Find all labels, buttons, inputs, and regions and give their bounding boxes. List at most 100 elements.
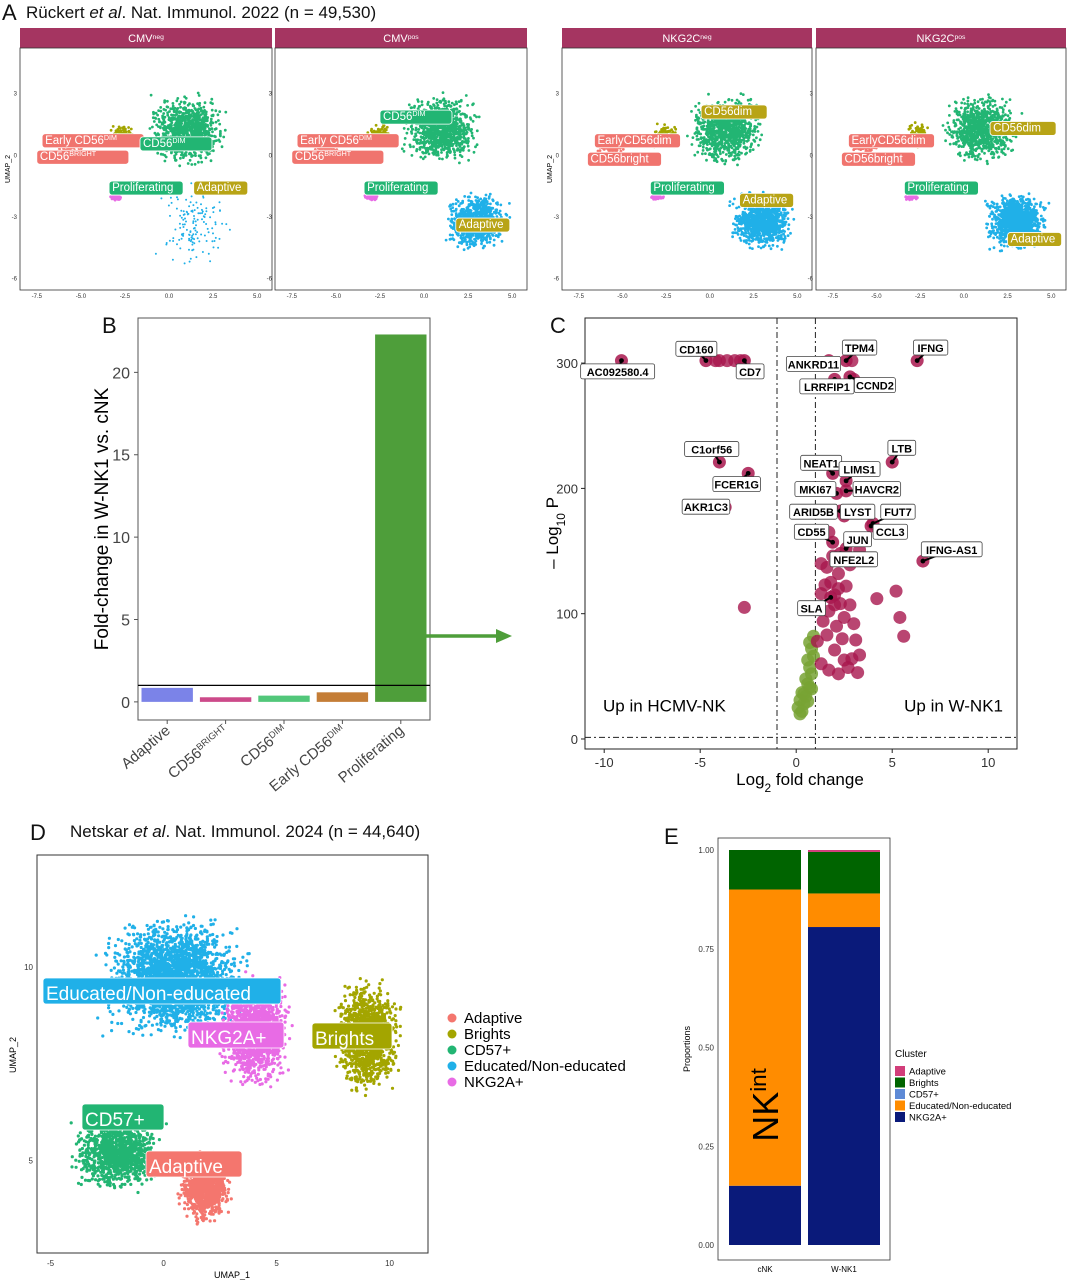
x-tick-label-0: Adaptive (118, 722, 174, 773)
sig-gene-point (845, 652, 859, 666)
panel-d-author: Netskar (70, 822, 129, 841)
label-early-cd56dim-box (594, 133, 681, 149)
gene-label-box (852, 481, 902, 498)
label-cd56bright: CD56BRIGHT (40, 150, 97, 163)
label-brights-box (311, 1022, 393, 1050)
sig-gene-point (828, 643, 842, 657)
sig-gene-point (843, 598, 857, 612)
gene-label: CCL3 (876, 527, 905, 539)
y-tick-label: -3 (12, 215, 18, 221)
x-tick-label: 2.5 (1003, 294, 1012, 299)
sig-gene-point (810, 634, 824, 648)
label-proliferating-box (363, 180, 439, 196)
y-axis-label: – Log10 P (543, 497, 568, 569)
panel-d-reference: Netskar et al. Nat. Immunol. 2024 (n = 4… (70, 822, 420, 842)
dim-cluster-points (941, 93, 1024, 166)
panel-c-letter: C (550, 313, 566, 338)
sig-gene-point (820, 628, 834, 642)
y-tick-label: 1.00 (698, 846, 714, 855)
gene-label: HAVCR2 (855, 485, 899, 497)
gene-label: IFNG-AS1 (926, 545, 977, 557)
legend-swatch (895, 1089, 905, 1099)
panel-a-author: Rückert (26, 3, 85, 22)
y-tick-label: -6 (554, 277, 560, 283)
y-tick-label: 5 (29, 1156, 34, 1165)
label-cd57-box (81, 1103, 165, 1131)
label-proliferating-box (650, 180, 725, 196)
label-adaptive: Adaptive (459, 219, 504, 231)
bar-2 (258, 695, 310, 702)
sig-gene-point (893, 610, 907, 624)
label-adaptive: Adaptive (743, 194, 788, 206)
ns-gene-point (793, 707, 807, 721)
gene-label-box (675, 340, 718, 357)
label-educated: Educated/Non-educated (46, 984, 251, 1005)
gene-label-anchor (843, 358, 849, 363)
bar-0 (141, 687, 193, 702)
legend-swatch (447, 1077, 457, 1087)
label-adaptive-box (739, 192, 794, 208)
umap-facet-1: CMVpos 3 0 -3 -6 -7.5 -5.0 -2.5 0.0 2.5 5.0 Early C… (267, 28, 528, 299)
gene-label-box (887, 439, 917, 456)
gene-label: LIMS1 (843, 465, 875, 477)
y-tick-label: 10 (24, 963, 33, 972)
x-tick-label: -10 (595, 755, 614, 770)
sig-gene-point (830, 619, 844, 633)
prolif-cluster-points (904, 194, 919, 202)
gene-label: CD160 (679, 344, 713, 356)
y-tick-label: -6 (267, 277, 273, 283)
y-tick-label: 0 (810, 153, 814, 159)
left-annotation: Up in HCMV-NK (603, 696, 726, 715)
umap-facet-0: CMVneg30-3-6-7.5-5.0-2.50.02.55.0UMAP_2U… (5, 28, 273, 299)
panel-a-letter: A (2, 0, 17, 25)
legend-label: NKG2A+ (909, 1113, 947, 1124)
label-cd56dim: CD56DIM (143, 137, 186, 150)
x-tick-label: -5.0 (331, 294, 342, 299)
y-tick-label: 0.75 (698, 945, 714, 954)
y-tick-label: 300 (556, 356, 578, 371)
gene-label: LTB (892, 443, 913, 455)
gene-label: MKI67 (799, 485, 831, 497)
y-tick-label: 0 (269, 153, 273, 159)
label-early-cd56dim-box (296, 133, 400, 149)
stack-segment-cNK (729, 1185, 801, 1245)
sig-gene-point (712, 354, 726, 368)
gene-label-anchor (843, 488, 849, 494)
x-tick-label: -7.5 (574, 294, 585, 299)
x-tick-label: 0 (793, 755, 800, 770)
label-cd56dim-box (989, 121, 1057, 136)
x-tick-label: 5.0 (253, 294, 262, 299)
label-cd56dim-box (379, 109, 453, 125)
label-early-cd56dim: EarlyCD56dim (597, 135, 671, 147)
gene-label-box (880, 503, 916, 520)
right-annotation: Up in W-NK1 (904, 696, 1003, 715)
dim-cluster-points (148, 91, 228, 168)
gene-label-box (840, 503, 876, 520)
sig-gene-point (897, 629, 911, 643)
label-cd56dim: CD56DIM (383, 110, 426, 123)
bar-3 (316, 692, 369, 702)
legend-label: Adaptive (909, 1067, 946, 1078)
prolif-cluster-points (363, 193, 379, 202)
legend-label: NKG2A+ (464, 1074, 524, 1091)
x-tick-label-2: CD56DIM (237, 722, 290, 771)
gene-label: ARID5B (793, 507, 834, 519)
gene-label: FCER1G (714, 480, 759, 492)
stack-segment-cNK (729, 850, 801, 890)
facet-strip (20, 28, 272, 48)
label-adaptive: Adaptive (149, 1157, 223, 1178)
sig-gene-point (837, 610, 851, 624)
gene-label-box (735, 363, 765, 380)
x-tick-label: -2.5 (661, 294, 672, 299)
panel-c-volcano-plot: -10 -5 0 5 100100200300AC092580.4CD160CD7TPM… (543, 317, 1018, 795)
stack-segment-W-NK1 (808, 927, 880, 1245)
gene-label-anchor (843, 478, 849, 484)
label-cd56dim: CD56dim (704, 106, 752, 118)
label-cd56bright: CD56BRIGHT (295, 150, 352, 163)
gene-label-anchor (745, 470, 751, 476)
sig-gene-point (831, 582, 845, 596)
prolif-cluster-points (109, 193, 122, 202)
y-tick-label: 15 (112, 448, 130, 465)
y-tick-label: 3 (810, 92, 814, 98)
